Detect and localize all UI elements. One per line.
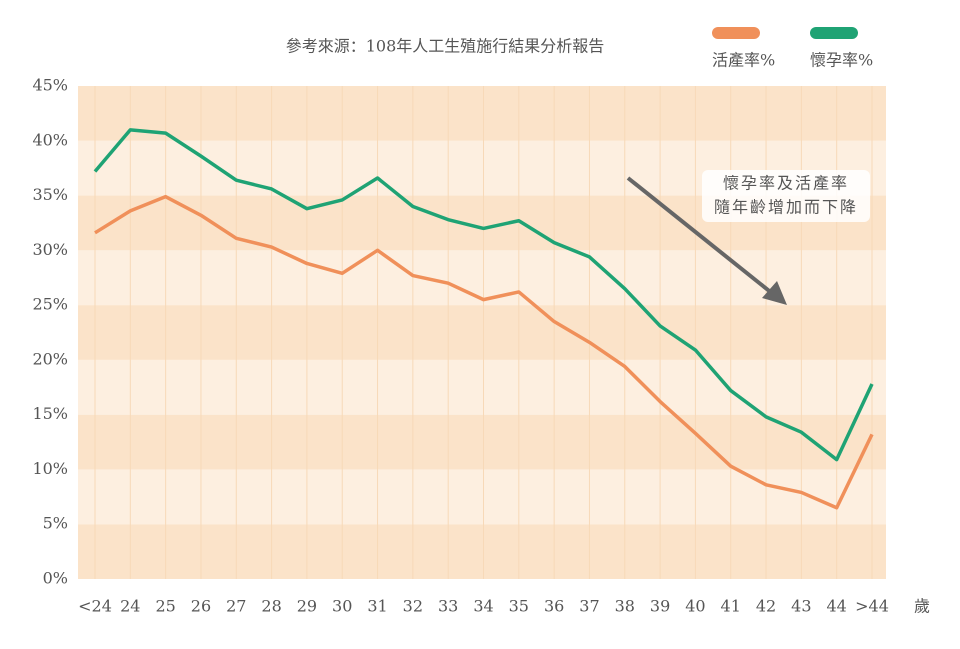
legend-swatch xyxy=(810,27,858,39)
x-tick-label: 44 xyxy=(827,597,847,616)
x-tick-label: 32 xyxy=(403,597,423,616)
series-line xyxy=(93,128,874,462)
x-tick-label: 35 xyxy=(509,597,529,616)
grid-band xyxy=(78,414,886,470)
x-tick-label: 33 xyxy=(438,597,458,616)
x-tick-label: 40 xyxy=(685,597,705,616)
x-tick-label: 30 xyxy=(332,597,352,616)
legend-label: 懷孕率% xyxy=(810,51,873,70)
chart-title: 參考來源：108年人工生殖施行結果分析報告 xyxy=(286,37,605,56)
x-tick-label: >44 xyxy=(855,597,889,616)
x-tick-label: 27 xyxy=(226,597,246,616)
x-tick-label: 25 xyxy=(155,597,175,616)
x-tick-label: 31 xyxy=(367,597,387,616)
x-tick-label: 42 xyxy=(756,597,776,616)
x-tick-label: 41 xyxy=(721,597,741,616)
y-tick-label: 25% xyxy=(32,295,68,314)
plot-background xyxy=(78,86,886,579)
x-tick-label: 43 xyxy=(791,597,811,616)
x-tick-label: 26 xyxy=(191,597,211,616)
annotation: 隨年齡增加而下降 xyxy=(714,198,858,217)
plot xyxy=(93,128,874,510)
legend-swatch xyxy=(712,27,760,39)
x-tick-label: 36 xyxy=(544,597,564,616)
grid-band xyxy=(78,305,886,360)
x-tick-label: 39 xyxy=(650,597,670,616)
y-tick-label: 40% xyxy=(32,130,68,149)
legend-label: 活產率% xyxy=(712,51,775,70)
x-tick-label: 37 xyxy=(579,597,599,616)
x-tick-label: 24 xyxy=(120,597,140,616)
x-axis-label: 歲 xyxy=(914,597,930,616)
grid-band xyxy=(78,524,886,579)
grid-band xyxy=(78,469,886,525)
grid-band xyxy=(78,359,886,415)
y-tick-label: 5% xyxy=(43,514,68,533)
y-tick-label: 0% xyxy=(43,569,68,588)
grid-band xyxy=(78,86,886,141)
x-tick-label: 38 xyxy=(615,597,635,616)
x-tick-label: 34 xyxy=(473,597,493,616)
y-tick-label: 20% xyxy=(32,349,68,368)
x-tick-label: <24 xyxy=(78,597,112,616)
y-tick-label: 45% xyxy=(32,76,68,95)
annotation-arrow-head xyxy=(762,281,787,305)
x-tick-label: 29 xyxy=(297,597,317,616)
y-tick-label: 30% xyxy=(32,240,68,259)
annotation: 懷孕率及活產率 xyxy=(723,174,849,193)
annotation-arrow xyxy=(626,176,775,296)
x-tick-label: 28 xyxy=(261,597,281,616)
annotation-box xyxy=(702,170,870,222)
y-tick-label: 35% xyxy=(32,185,68,204)
y-tick-label: 10% xyxy=(32,459,68,478)
y-tick-label: 15% xyxy=(32,404,68,423)
series-line xyxy=(94,194,874,510)
